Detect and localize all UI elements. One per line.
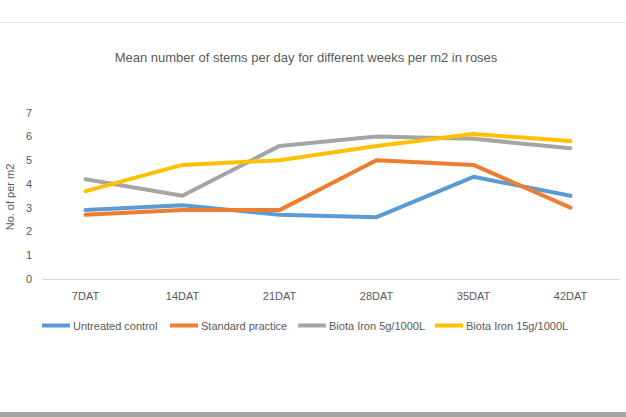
x-tick-label: 14DAT	[166, 290, 200, 302]
y-tick-label: 0	[26, 273, 32, 285]
y-tick-label: 7	[26, 107, 32, 119]
y-tick-label: 3	[26, 202, 32, 214]
plot-area: 0 1 2 3 4 5 6 7 7DAT 14DAT 21DAT 28DAT 35DAT 42DAT	[26, 107, 620, 302]
chart-svg: Mean number of stems per day for differe…	[0, 23, 626, 412]
y-tick-label: 1	[26, 249, 32, 261]
legend-label: Biota Iron 5g/1000L	[329, 320, 425, 332]
x-tick-label: 7DAT	[72, 290, 100, 302]
legend-label: Untreated control	[73, 320, 157, 332]
x-tick-label: 28DAT	[360, 290, 394, 302]
y-tick-label: 4	[26, 178, 32, 190]
legend-label: Standard practice	[201, 320, 287, 332]
legend-label: Biota Iron 15g/1000L	[466, 320, 568, 332]
bottom-bar	[0, 412, 626, 417]
y-tick-label: 6	[26, 130, 32, 142]
legend: Untreated control Standard practice Biota …	[42, 320, 568, 332]
legend-item: Biota Iron 15g/1000L	[435, 320, 568, 332]
legend-item: Biota Iron 5g/1000L	[298, 320, 425, 332]
chart-container: Mean number of stems per day for differe…	[0, 23, 626, 412]
y-axis-title: No. of per m2	[4, 164, 16, 231]
y-tick-label: 2	[26, 225, 32, 237]
chart-title: Mean number of stems per day for differe…	[115, 50, 498, 65]
y-tick-label: 5	[26, 154, 32, 166]
x-tick-label: 35DAT	[457, 290, 491, 302]
legend-item: Standard practice	[170, 320, 287, 332]
x-tick-label: 21DAT	[263, 290, 297, 302]
x-tick-label: 42DAT	[554, 290, 588, 302]
legend-item: Untreated control	[42, 320, 157, 332]
